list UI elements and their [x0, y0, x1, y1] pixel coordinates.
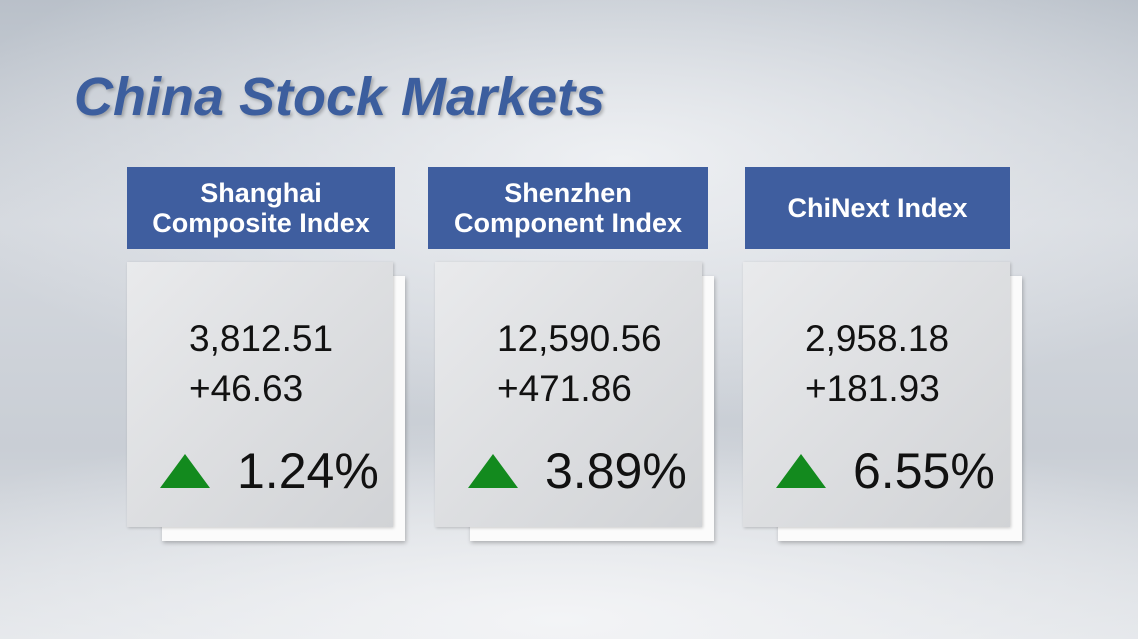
card-header: Shanghai Composite Index: [127, 167, 395, 249]
index-percent: 6.55%: [853, 443, 995, 499]
index-value: 12,590.56: [497, 318, 662, 359]
card-name: Shenzhen: [504, 178, 632, 208]
up-arrow-shape: [468, 454, 518, 488]
index-change: +181.93: [805, 368, 940, 409]
index-change: +471.86: [497, 368, 632, 409]
card-name: ChiNext Index: [787, 193, 968, 223]
card-panel: 3,812.51 +46.63 1.24%: [127, 262, 393, 527]
card-name: Component Index: [454, 208, 682, 238]
up-arrow-shape: [160, 454, 210, 488]
up-arrow: [160, 454, 210, 488]
card-panel: 12,590.56 +471.86 3.89%: [435, 262, 702, 527]
up-arrow: [468, 454, 518, 488]
card-panel: 2,958.18 +181.93 6.55%: [743, 262, 1010, 527]
up-arrow: [776, 454, 826, 488]
index-value: 2,958.18: [805, 318, 950, 359]
title: China Stock Markets: [74, 67, 606, 127]
card-name: Composite Index: [152, 208, 370, 238]
index-percent: 1.24%: [237, 443, 379, 499]
index-value: 3,812.51: [189, 318, 334, 359]
index-change: +46.63: [189, 368, 304, 409]
card-header: Shenzhen Component Index: [428, 167, 708, 249]
index-percent: 3.89%: [545, 443, 687, 499]
card-name: Shanghai: [200, 178, 322, 208]
up-arrow-shape: [776, 454, 826, 488]
card-header: ChiNext Index: [745, 167, 1010, 249]
